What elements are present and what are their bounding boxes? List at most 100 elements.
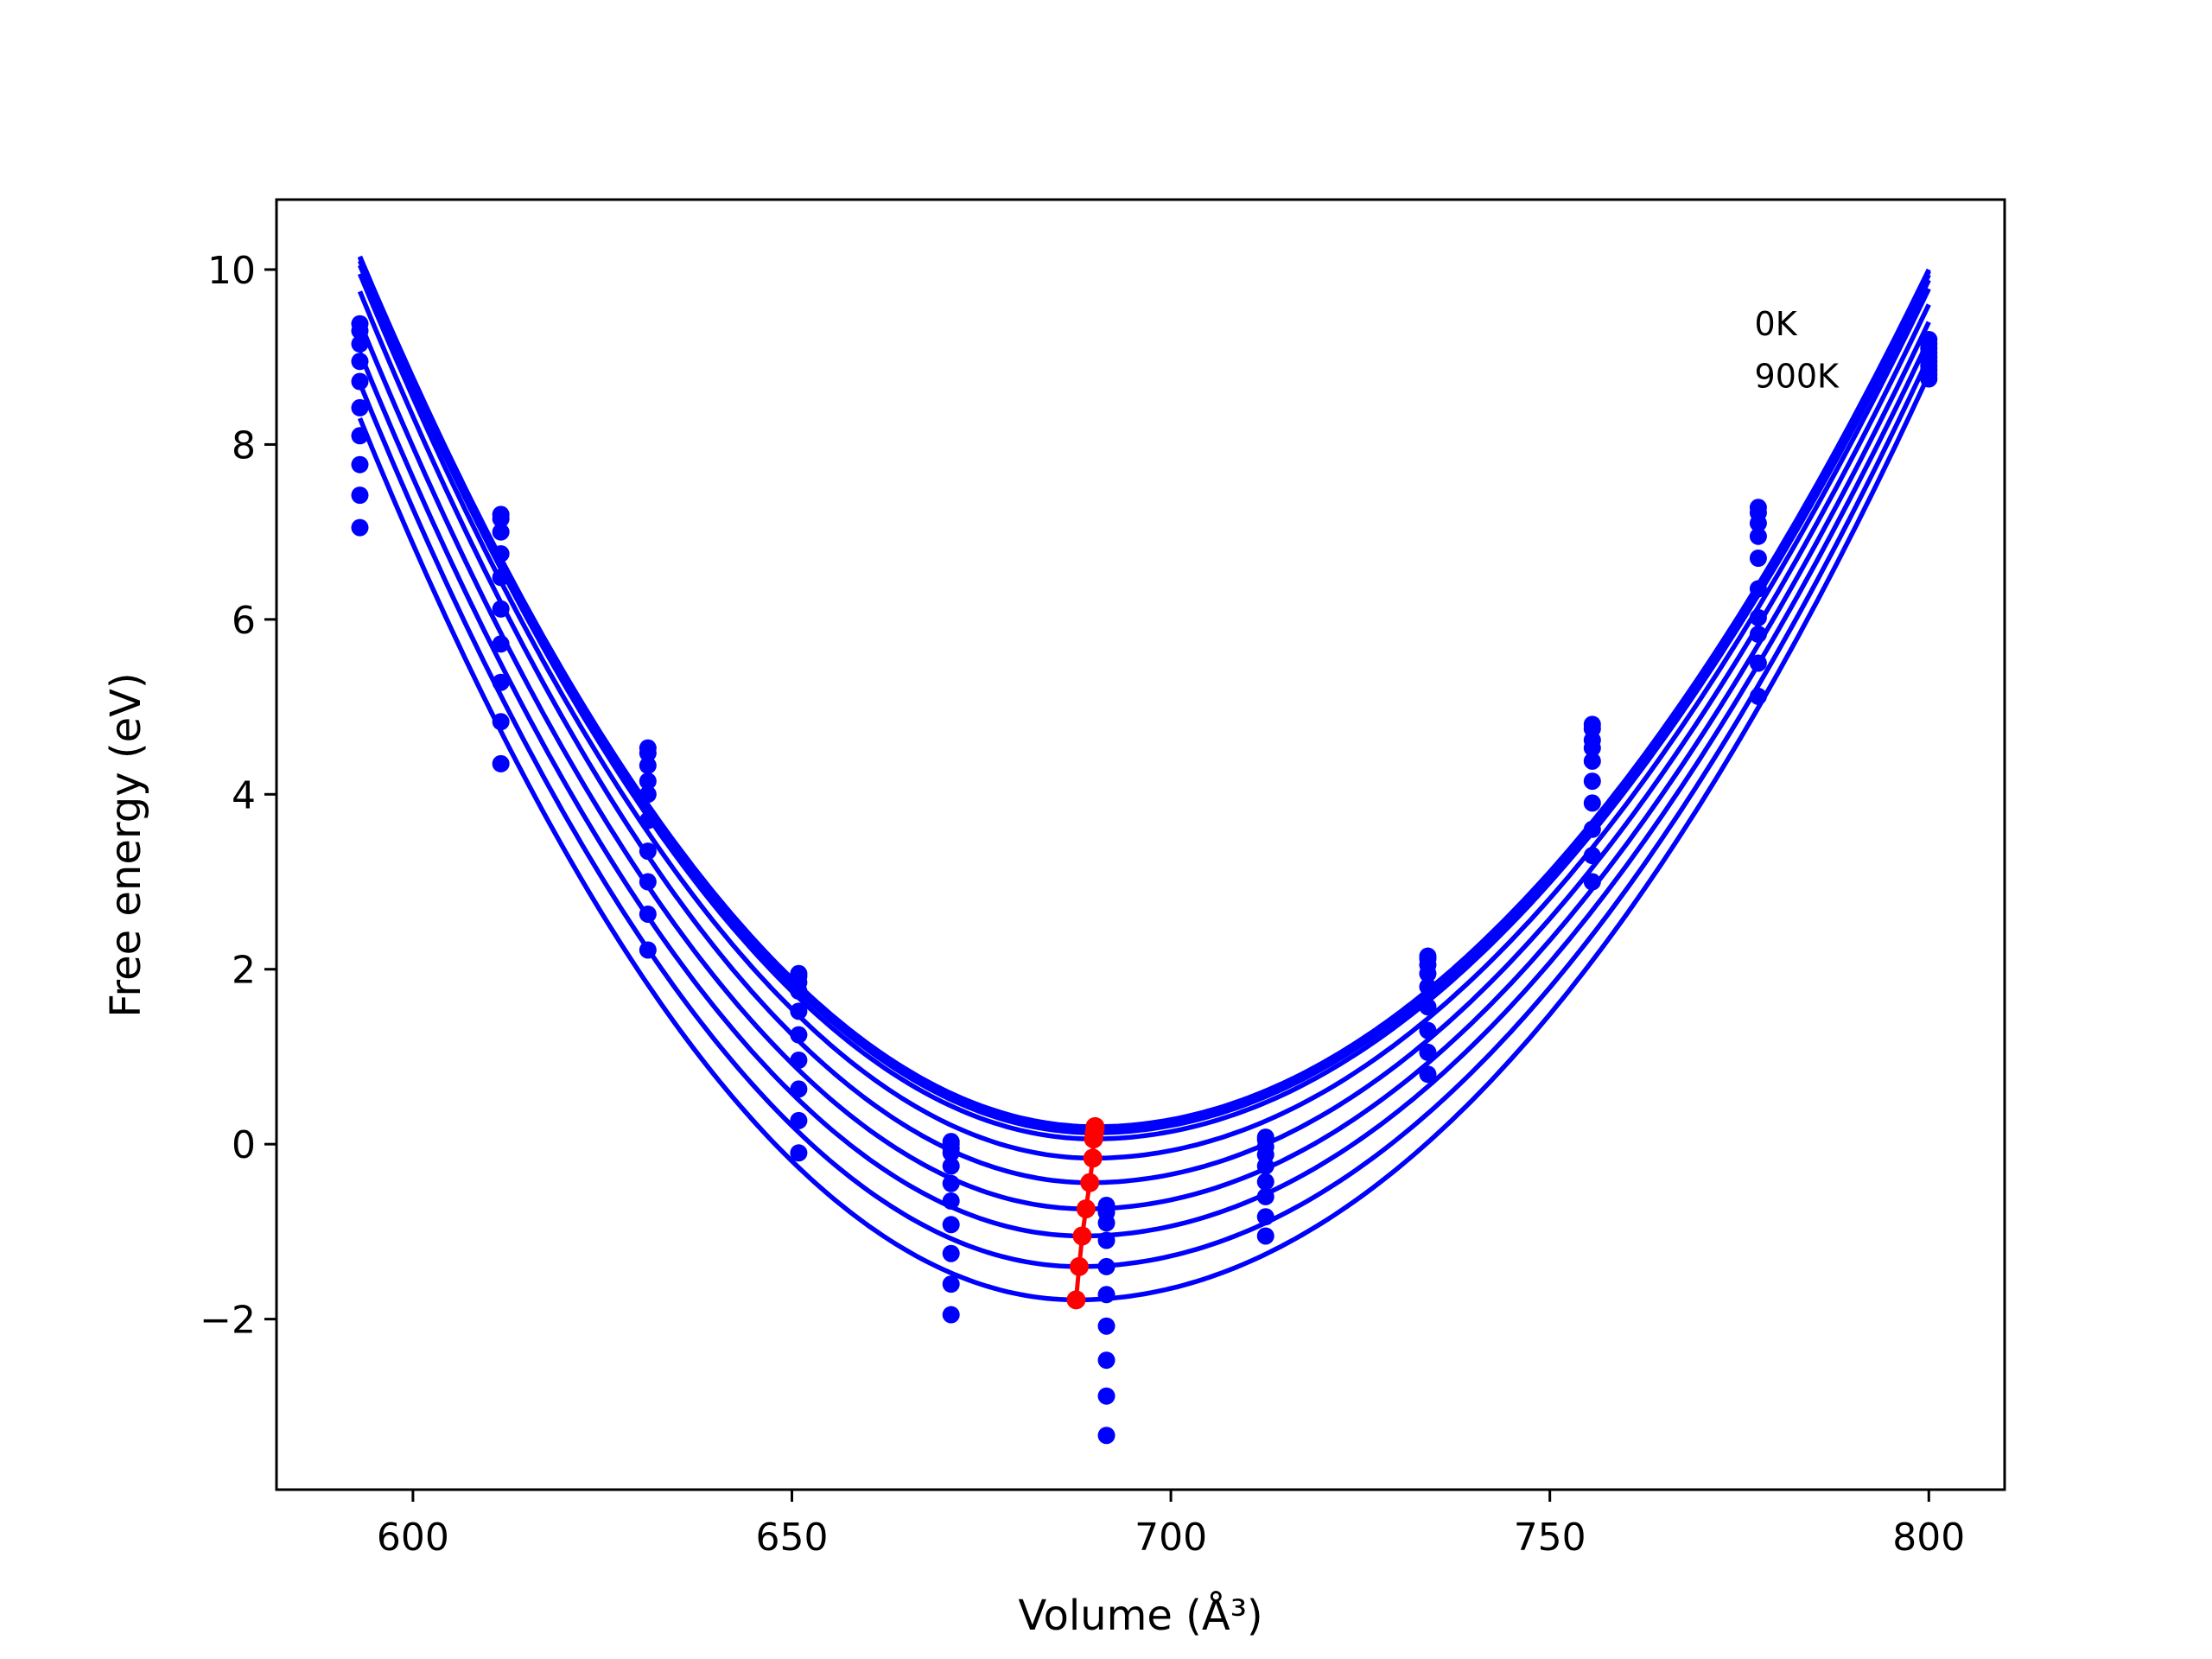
data-point-1-6: [492, 635, 510, 653]
data-point-9-6: [1749, 608, 1767, 626]
data-point-8-8: [1583, 847, 1601, 865]
y-axis-ticks: −2 0 2 4 6 8 10: [200, 249, 276, 1343]
calculated-points: [351, 315, 1938, 1445]
data-point-9-5: [1749, 580, 1767, 598]
data-point-5-9: [1097, 1427, 1116, 1445]
data-point-5-8: [1097, 1387, 1116, 1405]
y-tick-label-6: 6: [232, 599, 256, 643]
data-point-0-9: [351, 518, 369, 537]
fitted-curve-4: [357, 272, 1931, 1161]
data-point-5-7: [1097, 1351, 1116, 1370]
data-point-5-5: [1097, 1286, 1116, 1304]
data-point-8-9: [1583, 873, 1601, 891]
data-point-4-9: [942, 1275, 960, 1294]
data-point-9-4: [1749, 550, 1767, 568]
y-tick-label-10: 10: [207, 249, 256, 293]
minimum-point-3: [1084, 1129, 1103, 1149]
data-point-8-6: [1583, 794, 1601, 812]
data-point-9-7: [1749, 626, 1767, 644]
y-tick-label-0: 0: [232, 1123, 256, 1167]
data-point-1-7: [492, 673, 510, 691]
data-point-1-5: [492, 600, 510, 618]
annotation-900K: 900K: [1755, 358, 1840, 396]
data-point-2-4: [639, 785, 657, 804]
data-point-0-1: [351, 321, 369, 340]
x-tick-label-600: 600: [377, 1516, 449, 1560]
data-point-2-6: [639, 842, 657, 861]
minima-path: [1066, 1116, 1105, 1310]
data-point-3-9: [790, 1144, 808, 1162]
annotation-0K: 0K: [1755, 305, 1798, 343]
data-point-3-7: [790, 1080, 808, 1098]
data-point-7-8: [1419, 1065, 1437, 1084]
data-point-6-8: [1256, 1227, 1274, 1245]
data-point-7-6: [1419, 1021, 1437, 1039]
fitted-curve-3: [357, 264, 1931, 1141]
data-point-9-2: [1749, 514, 1767, 532]
x-tick-label-650: 650: [755, 1516, 828, 1560]
y-tick-label-2: 2: [232, 949, 256, 993]
data-point-0-5: [351, 398, 369, 416]
x-axis-label: Volume (Å³): [1018, 1591, 1262, 1640]
data-point-5-4: [1097, 1257, 1116, 1275]
data-point-1-4: [492, 569, 510, 587]
x-axis-ticks: 600 650 700 750 800: [377, 1490, 1965, 1560]
data-point-1-9: [492, 754, 510, 772]
data-point-7-5: [1419, 998, 1437, 1016]
data-point-4-3: [942, 1144, 960, 1162]
data-point-1-3: [492, 544, 510, 563]
data-point-8-3: [1583, 739, 1601, 757]
fitted-curve-6: [357, 321, 1931, 1211]
plot-frame: [275, 198, 2006, 1491]
data-point-1-8: [492, 713, 510, 731]
data-point-0-8: [351, 486, 369, 505]
temperature-annotations: 0K 900K: [1755, 305, 1840, 396]
y-tick-label-8: 8: [232, 423, 256, 467]
data-point-7-3: [1419, 964, 1437, 982]
data-point-7-4: [1419, 977, 1437, 995]
fitted-curve-7: [357, 338, 1931, 1239]
data-point-0-6: [351, 427, 369, 445]
data-point-4-5: [942, 1174, 960, 1192]
minimum-point-5: [1080, 1173, 1100, 1192]
data-point-10-9: [1920, 370, 1938, 388]
data-point-4-7: [942, 1216, 960, 1234]
minimum-point-9: [1066, 1290, 1086, 1310]
data-point-2-8: [639, 905, 657, 923]
data-point-5-3: [1097, 1231, 1116, 1249]
fitted-curve-2: [357, 259, 1931, 1135]
y-tick-label-4: 4: [232, 773, 256, 817]
x-tick-label-750: 750: [1514, 1516, 1586, 1560]
fitted-curve-5: [357, 290, 1931, 1185]
y-tick-label--2: −2: [200, 1299, 256, 1343]
data-point-2-5: [639, 811, 657, 830]
data-point-8-5: [1583, 772, 1601, 791]
data-point-9-8: [1749, 654, 1767, 672]
data-point-6-4: [1256, 1157, 1274, 1175]
data-point-1-2: [492, 523, 510, 541]
data-point-3-3: [790, 982, 808, 1001]
data-point-6-5: [1256, 1173, 1274, 1191]
data-point-9-3: [1749, 527, 1767, 545]
data-point-2-3: [639, 772, 657, 791]
minimum-point-6: [1076, 1199, 1096, 1219]
data-point-3-5: [790, 1026, 808, 1044]
data-point-3-6: [790, 1052, 808, 1070]
data-point-2-2: [639, 756, 657, 774]
data-point-7-7: [1419, 1043, 1437, 1061]
data-point-4-4: [942, 1157, 960, 1175]
data-point-1-1: [492, 510, 510, 528]
minimum-point-4: [1083, 1148, 1103, 1168]
data-point-0-4: [351, 372, 369, 391]
data-point-8-7: [1583, 820, 1601, 838]
y-axis-label: Free energy (eV): [102, 672, 150, 1017]
fitted-curve-9: [357, 373, 1931, 1303]
data-point-5-6: [1097, 1317, 1116, 1335]
data-point-2-7: [639, 873, 657, 891]
minimum-point-7: [1072, 1226, 1092, 1246]
x-tick-label-700: 700: [1135, 1516, 1207, 1560]
minimum-point-8: [1069, 1256, 1089, 1276]
data-point-0-3: [351, 353, 369, 371]
